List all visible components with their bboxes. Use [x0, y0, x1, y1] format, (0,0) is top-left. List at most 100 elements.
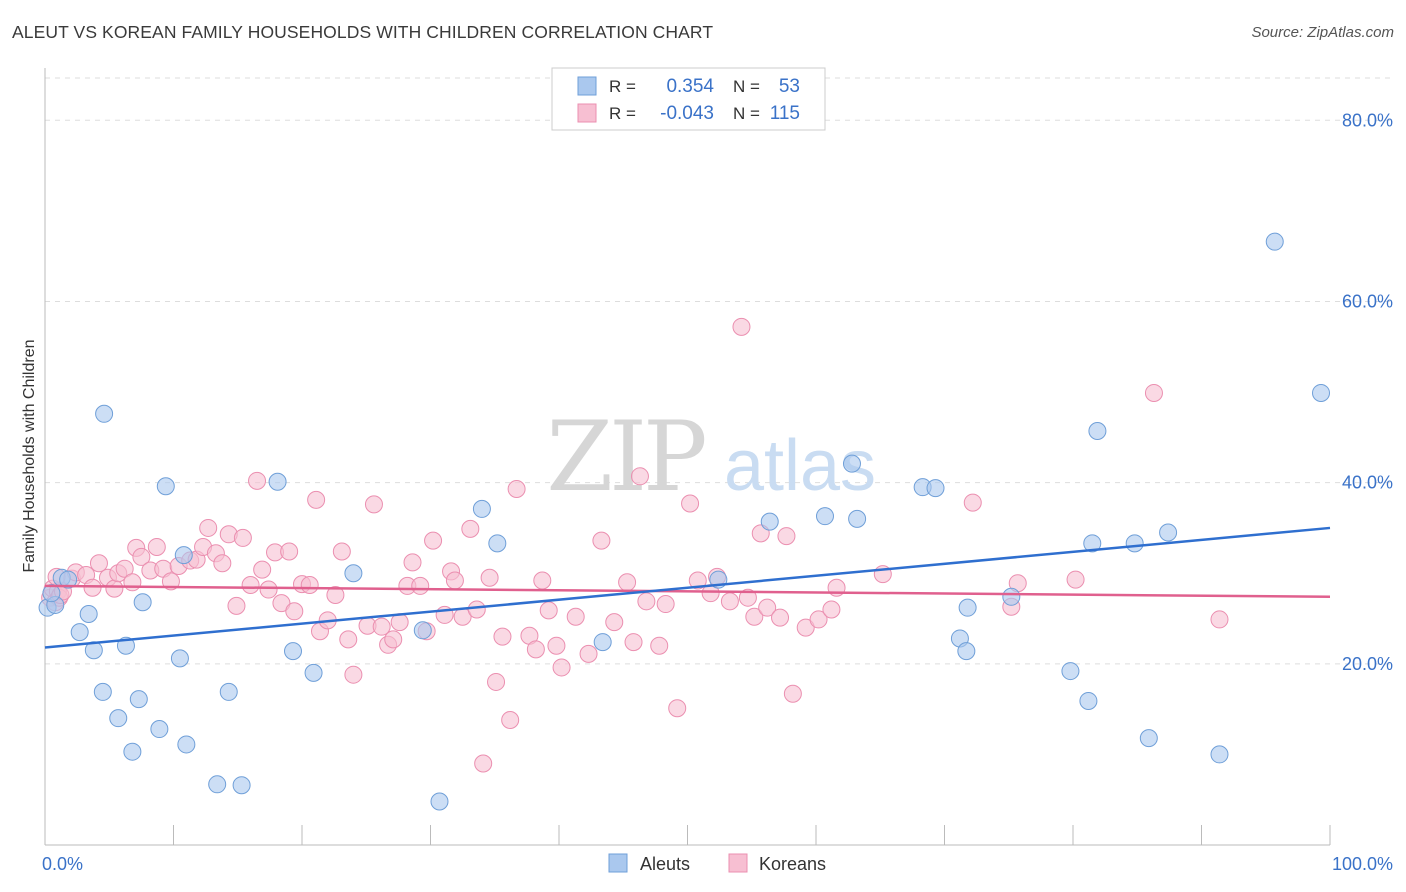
legend-swatch-koreans — [577, 103, 597, 123]
korean-point — [307, 490, 326, 509]
aleut-point — [1210, 745, 1229, 764]
korean-point — [738, 588, 757, 607]
aleut-point — [1139, 729, 1158, 748]
korean-point — [963, 493, 982, 512]
korean-point — [372, 617, 391, 636]
bottom-legend-label-aleuts: Aleuts — [640, 854, 690, 874]
aleut-point — [109, 709, 128, 728]
aleut-point — [413, 621, 432, 640]
watermark-zip: ZIP — [546, 401, 705, 513]
aleut-point — [1088, 422, 1107, 441]
aleut-point — [156, 477, 175, 496]
legend-n-label: N = — [733, 77, 760, 96]
watermark: ZIP atlas — [546, 401, 876, 513]
aleut-point — [760, 512, 779, 531]
korean-point — [147, 537, 166, 556]
aleut-point — [129, 690, 148, 709]
y-tick-label: 40.0% — [1342, 473, 1393, 493]
korean-point — [339, 630, 358, 649]
korean-point — [467, 600, 486, 619]
korean-point — [668, 699, 687, 718]
bottom-legend-swatch-aleuts — [608, 853, 628, 873]
korean-point — [1066, 570, 1085, 589]
aleut-point — [472, 499, 491, 518]
aleut-point — [219, 682, 238, 701]
korean-point — [300, 576, 319, 595]
legend-n-label: N = — [733, 104, 760, 123]
y-tick-label: 20.0% — [1342, 654, 1393, 674]
aleut-point — [177, 735, 196, 754]
aleut-point — [123, 742, 142, 761]
x-tick-label: 100.0% — [1332, 854, 1393, 874]
korean-point — [105, 579, 124, 598]
korean-point — [411, 576, 430, 595]
legend-box: R = 0.354 N = 53 R = -0.043 N = 115 — [551, 67, 826, 131]
korean-point — [123, 573, 142, 592]
korean-point — [474, 754, 493, 773]
bottom-legend-label-koreans: Koreans — [759, 854, 826, 874]
korean-point — [253, 560, 272, 579]
aleut-point — [304, 663, 323, 682]
korean-point — [539, 601, 558, 620]
aleut-point — [848, 509, 867, 528]
korean-point — [605, 613, 624, 632]
korean-point — [552, 658, 571, 677]
korean-point — [272, 594, 291, 613]
korean-point — [758, 598, 777, 617]
korean-point — [624, 633, 643, 652]
aleut-point — [430, 792, 449, 811]
aleut-trend-line — [44, 526, 1331, 649]
korean-point — [227, 596, 246, 615]
x-tick-label: 0.0% — [42, 854, 83, 874]
korean-point — [656, 595, 675, 614]
aleut-point — [170, 649, 189, 668]
korean-point — [248, 471, 267, 490]
korean-point — [566, 607, 585, 626]
korean-point — [259, 580, 278, 599]
aleut-point — [232, 776, 251, 795]
korean-point — [809, 610, 828, 629]
aleut-point — [593, 633, 612, 652]
aleut-point — [42, 584, 61, 603]
korean-point — [526, 640, 545, 659]
korean-point — [424, 531, 443, 550]
aleut-point — [93, 682, 112, 701]
korean-point — [796, 618, 815, 637]
korean-point — [364, 495, 383, 514]
legend-r-label: R = — [609, 77, 636, 96]
korean-point — [592, 531, 611, 550]
aleut-point — [1083, 534, 1102, 553]
korean-point — [507, 479, 526, 498]
trend-lines — [44, 526, 1331, 649]
legend-n-value: 53 — [779, 76, 800, 97]
korean-point — [83, 578, 102, 597]
korean-trend-line — [44, 584, 1331, 599]
korean-point — [326, 585, 345, 604]
aleut-point — [957, 642, 976, 661]
y-tick-label: 60.0% — [1342, 291, 1393, 311]
aleut-point — [344, 564, 363, 583]
bottom-legend: Aleuts Koreans — [608, 853, 826, 874]
korean-point — [771, 608, 790, 627]
legend-r-label: R = — [609, 104, 636, 123]
legend-r-value: 0.354 — [666, 76, 714, 97]
aleut-point — [488, 534, 507, 553]
aleut-point — [79, 605, 98, 623]
korean-point — [732, 317, 751, 336]
aleut-point — [926, 479, 945, 498]
aleut-point — [70, 623, 89, 642]
korean-point — [213, 554, 232, 573]
axes — [44, 68, 1331, 846]
korean-point — [384, 630, 403, 649]
aleut-point — [133, 593, 152, 612]
aleut-point — [815, 507, 834, 526]
korean-point — [547, 636, 566, 655]
korean-point — [783, 684, 802, 703]
aleut-point — [958, 598, 977, 617]
aleut-point — [174, 546, 193, 565]
korean-series — [41, 317, 1229, 773]
korean-point — [487, 672, 506, 691]
legend-swatch-aleuts — [577, 76, 597, 96]
korean-point — [630, 467, 649, 486]
korean-point — [650, 636, 669, 655]
